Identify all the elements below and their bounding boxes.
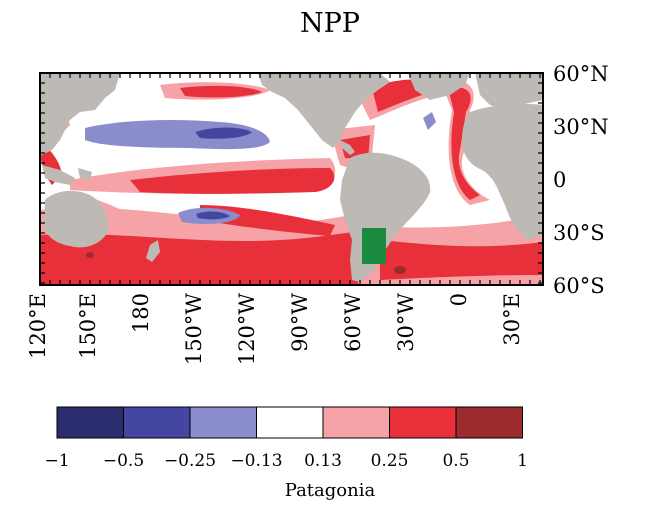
land-africa	[462, 103, 543, 240]
colorbar-tick-label: −0.25	[164, 451, 216, 471]
colorbar-swatches	[56, 406, 523, 439]
longitude-label: 180	[129, 293, 153, 333]
longitude-label: 120°W	[235, 293, 259, 366]
colorbar-tick-label: −1	[44, 451, 69, 471]
colorbar-label: Patagonia	[284, 480, 376, 501]
colorbar-swatch	[322, 406, 390, 439]
colorbar-tick-label: 1	[517, 451, 528, 471]
latitude-label: 30°N	[553, 115, 609, 139]
colorbar-swatch	[123, 406, 191, 439]
longitude-label: 0	[447, 293, 471, 306]
latitude-label: 60°N	[553, 62, 609, 86]
latitude-label: 60°S	[553, 274, 605, 298]
longitude-label: 120°E	[26, 293, 50, 359]
colorbar: −1 −0.5 −0.25 −0.13 0.13 0.25 0.5 1	[44, 406, 528, 471]
colorbar-tick-label: −0.13	[230, 451, 282, 471]
colorbar-tick-label: 0.13	[304, 451, 342, 471]
longitude-label: 90°W	[288, 293, 312, 352]
map-ticks	[39, 72, 543, 285]
land-maritime-continent	[42, 165, 75, 185]
colorbar-tick-label: −0.5	[103, 451, 144, 471]
colorbar-swatch	[455, 406, 523, 439]
land-masses	[40, 73, 543, 282]
latitude-label: 0	[553, 168, 566, 192]
latitude-label: 30°S	[553, 221, 605, 245]
map-title: NPP	[300, 8, 360, 39]
longitude-label: 150°W	[182, 293, 206, 366]
latitude-labels: 60°N 30°N 0 30°S 60°S	[553, 62, 609, 298]
patagonia-region	[362, 228, 386, 264]
colorbar-swatch	[189, 406, 257, 439]
land-asia	[40, 73, 120, 155]
colorbar-tick-label: 0.25	[371, 451, 409, 471]
anomaly-red	[40, 76, 543, 285]
land-greenland	[408, 73, 470, 100]
colorbar-swatch	[389, 406, 457, 439]
land-europe	[475, 73, 543, 110]
map-frame	[39, 72, 544, 286]
land-north-america	[258, 73, 390, 148]
longitude-label: 60°W	[341, 293, 365, 352]
longitude-label: 30°W	[394, 293, 418, 352]
anomaly-dark-red	[86, 252, 406, 274]
longitude-label: 30°E	[500, 293, 524, 346]
colorbar-tick-label: 0.5	[442, 451, 469, 471]
colorbar-swatch	[256, 406, 324, 439]
land-australia	[44, 190, 109, 248]
longitude-labels: 120°E 150°E 180 150°W 120°W 90°W 60°W 30°W 0 30°E	[26, 293, 524, 366]
colorbar-swatch	[56, 406, 124, 439]
longitude-label: 150°E	[76, 293, 100, 359]
colorbar-tick-labels: −1 −0.5 −0.25 −0.13 0.13 0.25 0.5 1	[44, 451, 527, 471]
